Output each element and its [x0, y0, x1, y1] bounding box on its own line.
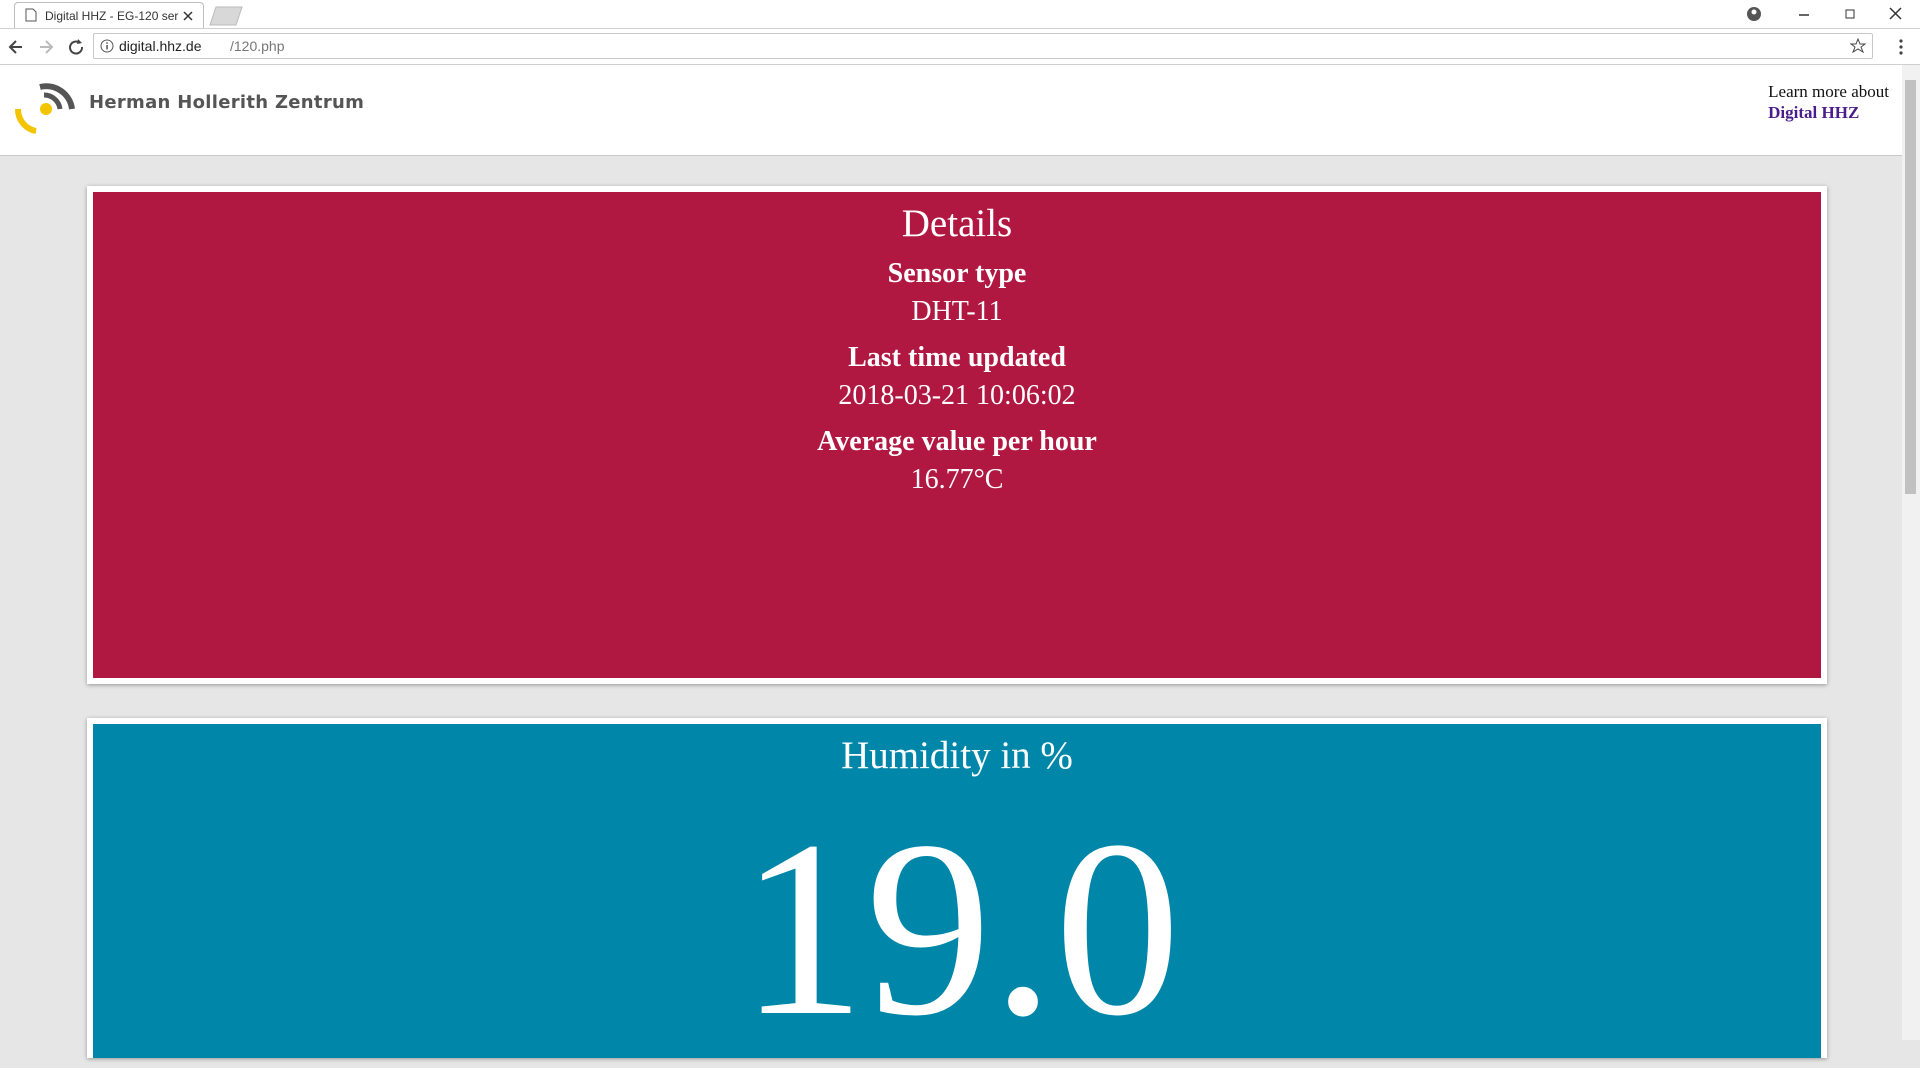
url-host: digital.hhz.de: [119, 38, 202, 54]
logo: [14, 83, 75, 134]
humidity-card: Humidity in %: [87, 718, 1827, 1058]
detail-label: Sensor type: [887, 258, 1027, 289]
nav-buttons[interactable]: [8, 37, 88, 57]
details-card: Details Sensor type DHT-11 Last time updat…: [87, 186, 1827, 684]
tab-bar: Digital HHZ - EG-120 ser: [0, 0, 1920, 29]
logo-text: Herman Hollerith Zentrum: [89, 92, 365, 113]
bookmark-star[interactable]: [1850, 38, 1866, 54]
info-icon: [100, 39, 114, 53]
menu[interactable]: [1898, 38, 1904, 56]
learn-more-text: Learn more about: [1768, 82, 1889, 101]
details-panel: Details Sensor type DHT-11 Last time updat…: [93, 192, 1821, 678]
learn-more: Learn more about Digital HHZ: [1768, 81, 1889, 123]
humidity-value: 19.0: [739, 788, 1181, 1068]
card-title: Humidity in %: [841, 734, 1073, 777]
detail-value: DHT-11: [911, 296, 1003, 327]
humidity-panel: Humidity in %: [93, 724, 1821, 1058]
detail-value: 16.77°C: [910, 464, 1004, 495]
url-path: /120.php: [230, 38, 285, 54]
toolbar: digital.hhz.de/120.php: [0, 29, 1920, 65]
detail-label: Last time updated: [848, 342, 1066, 373]
page-icon: [25, 8, 37, 22]
link[interactable]: Digital HHZ: [1768, 103, 1860, 122]
window-controls: [1747, 7, 1902, 21]
detail-value: 2018-03-21 10:06:02: [838, 380, 1076, 411]
address-bar[interactable]: digital.hhz.de/120.php: [93, 33, 1873, 59]
new-tab[interactable]: [208, 6, 244, 26]
tab-close[interactable]: [183, 11, 193, 21]
tab-title: Digital HHZ - EG-120 ser: [45, 9, 179, 23]
scroll-thumb[interactable]: [1905, 80, 1916, 494]
detail-label: Average value per hour: [817, 426, 1097, 457]
card-title: Details: [901, 202, 1013, 245]
browser-tab[interactable]: Digital HHZ - EG-120 ser: [14, 2, 204, 28]
site-header: Herman Hollerith Zentrum Learn more abou…: [0, 65, 1902, 156]
